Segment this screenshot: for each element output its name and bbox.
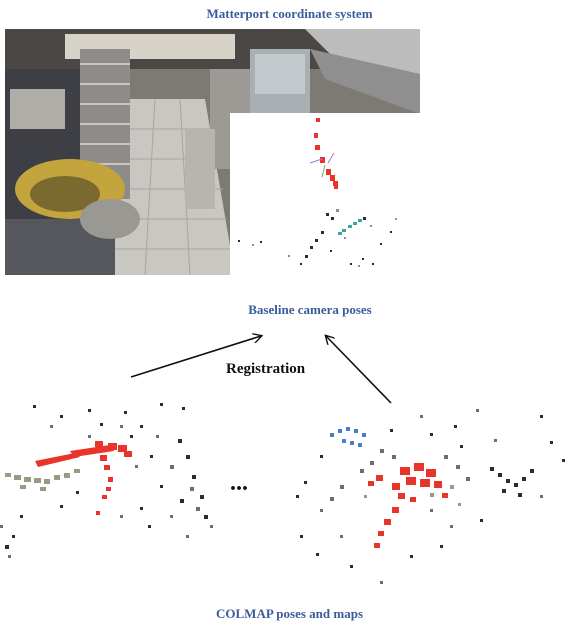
baseline-poses-inset <box>230 113 420 275</box>
left-registration-arrow <box>130 336 261 378</box>
ellipsis: ... <box>230 470 248 496</box>
colmap-map-right <box>296 409 565 584</box>
baseline-poses-label: Baseline camera poses <box>248 302 372 317</box>
registration-label: Registration <box>226 361 306 377</box>
matterport-coordinate-label: Matterport coordinate system <box>206 6 373 21</box>
colmap-map-left <box>0 403 213 558</box>
right-registration-arrow <box>326 336 392 404</box>
colmap-poses-maps-label: COLMAP poses and maps <box>216 606 363 621</box>
